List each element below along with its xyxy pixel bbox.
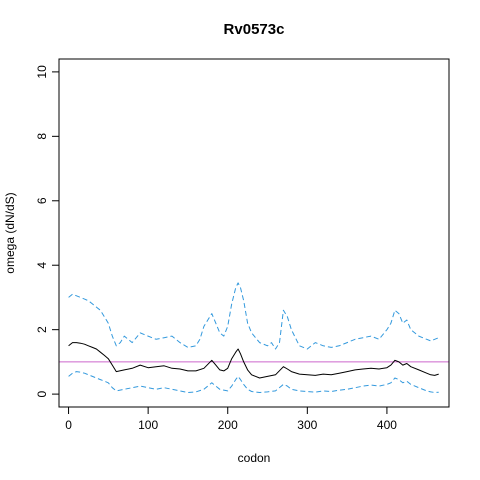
y-tick-label: 0 — [35, 390, 49, 397]
y-tick-label: 8 — [35, 133, 49, 140]
estimate-series-line — [68, 342, 439, 379]
plot-area — [59, 282, 449, 393]
upper-bound-series-line — [68, 282, 439, 350]
plot-frame — [58, 58, 450, 408]
x-tick-label: 200 — [218, 418, 238, 432]
chart-title: Rv0573c — [224, 21, 285, 38]
y-axis-label: omega (dN/dS) — [3, 192, 17, 273]
y-tick-label: 4 — [35, 262, 49, 269]
y-tick-label: 6 — [35, 197, 49, 204]
x-tick-label: 300 — [297, 418, 317, 432]
x-tick-label: 400 — [377, 418, 397, 432]
y-tick-label: 10 — [35, 65, 49, 79]
x-tick-label: 100 — [138, 418, 158, 432]
x-tick-label: 0 — [65, 418, 72, 432]
x-axis-label: codon — [238, 451, 271, 465]
y-tick-label: 2 — [35, 326, 49, 333]
lower-bound-series-line — [68, 371, 439, 393]
